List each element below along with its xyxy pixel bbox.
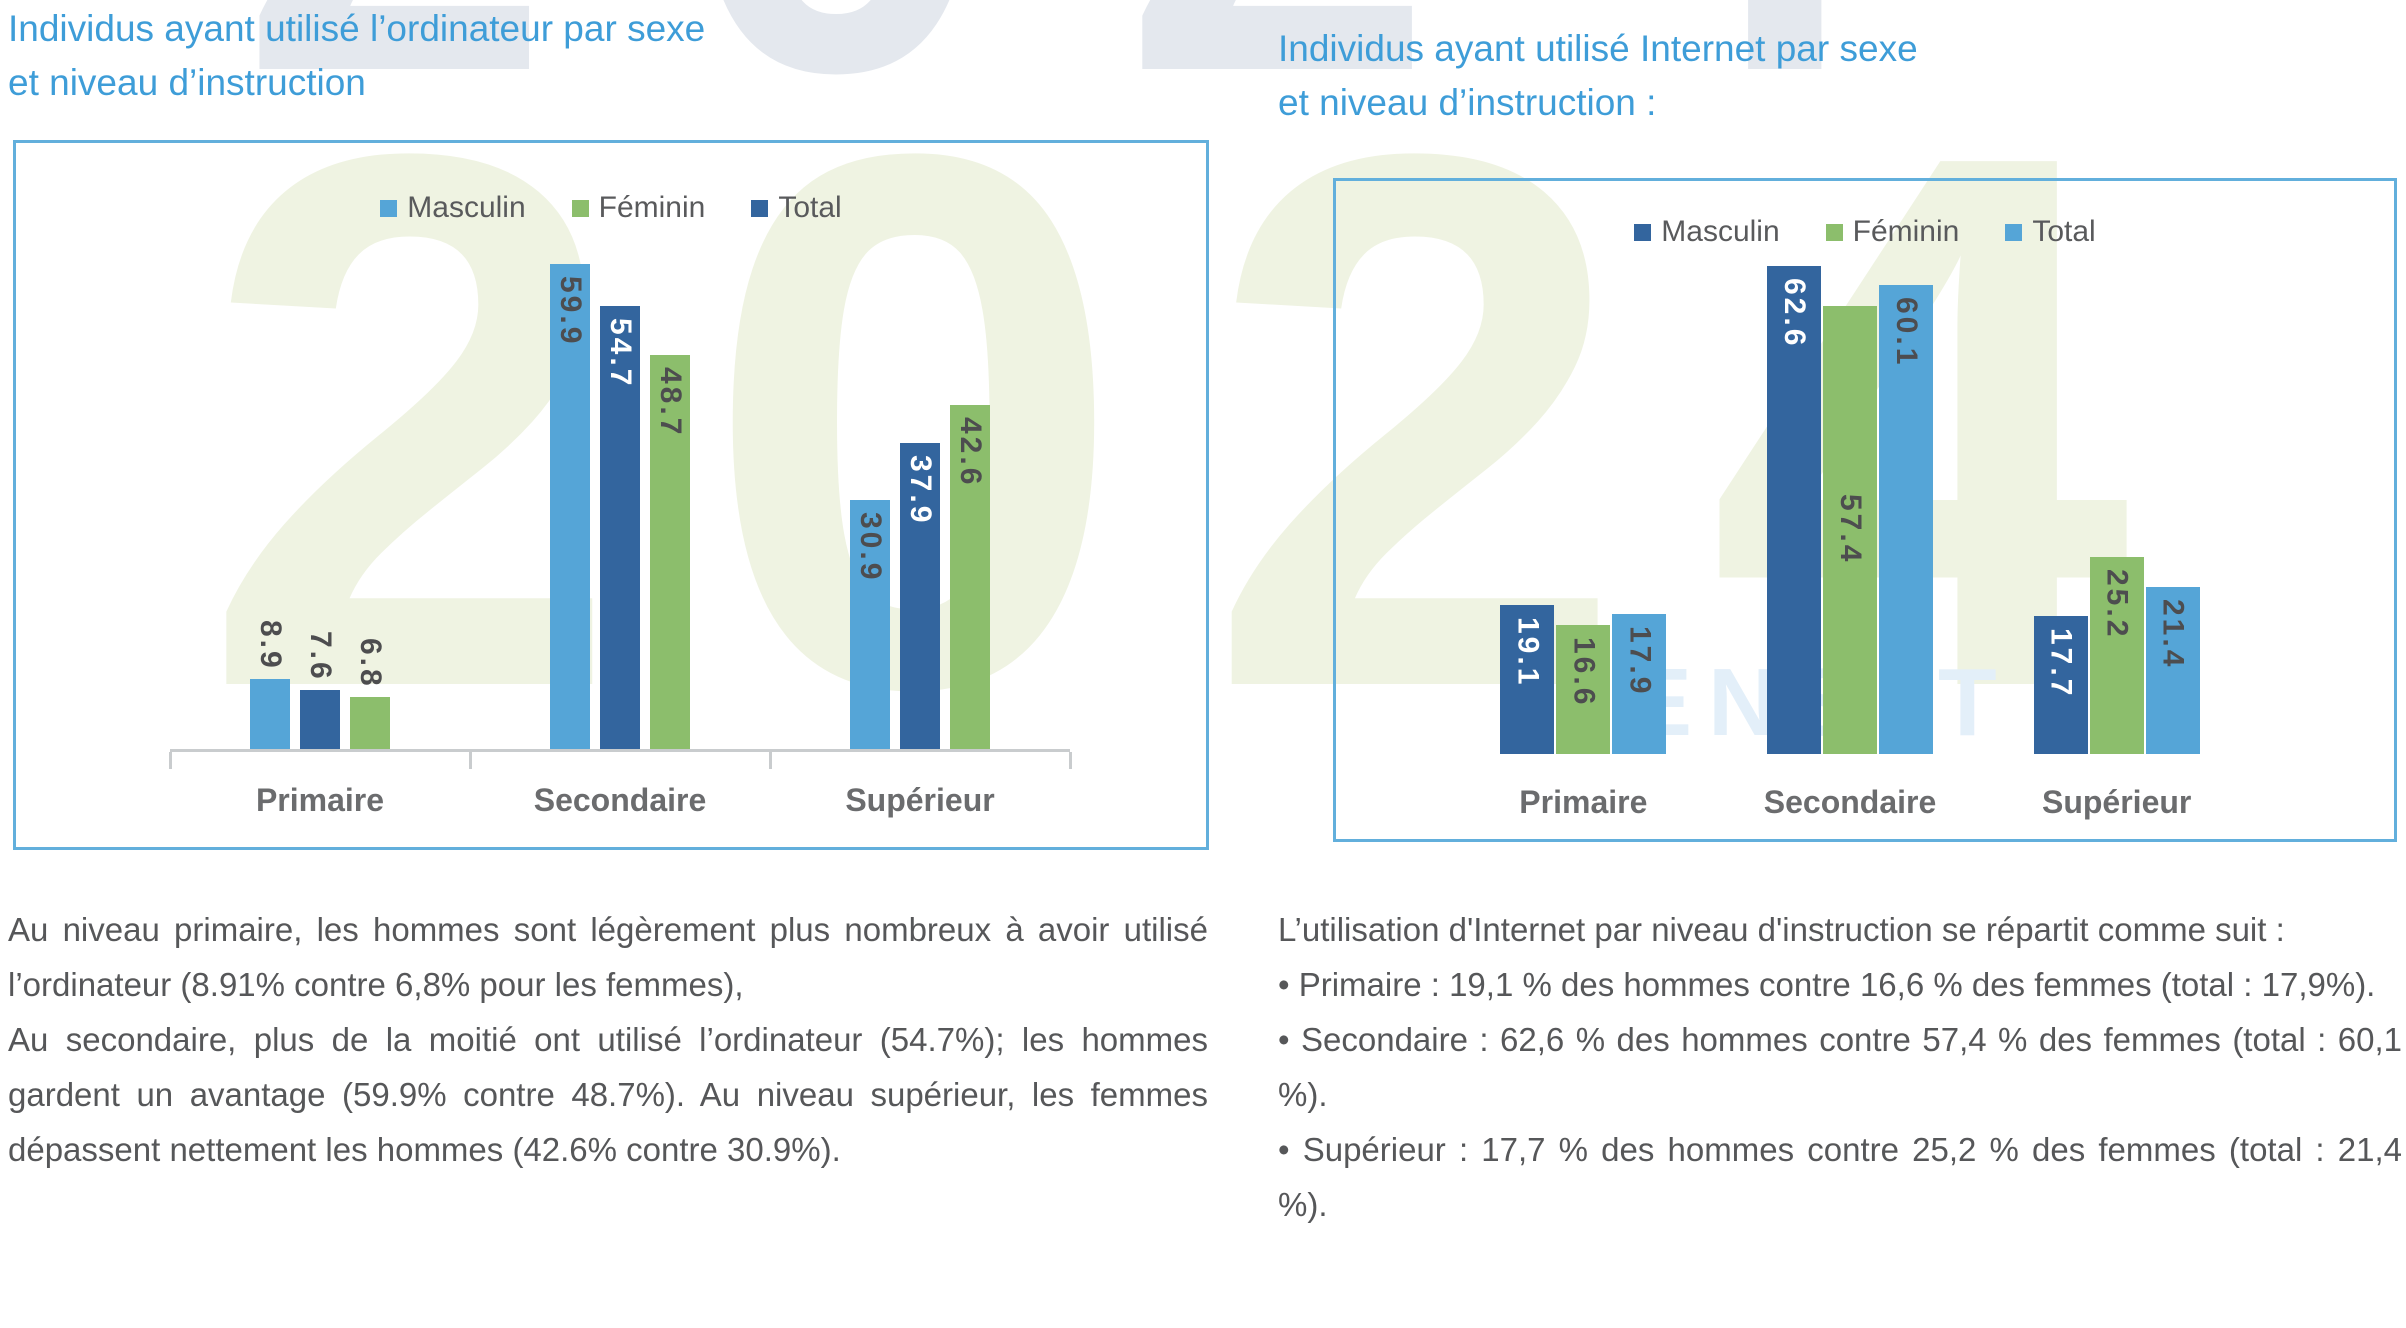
bar-value-label: 59.9 bbox=[554, 276, 587, 347]
bar-féminin-secondaire: 48.7 bbox=[650, 355, 690, 752]
legend-swatch-icon bbox=[751, 199, 769, 217]
bar-value-label: 21.4 bbox=[2156, 599, 2190, 670]
bar-value-label: 8.9 bbox=[254, 620, 287, 671]
bar-value-label: 25.2 bbox=[2100, 569, 2134, 640]
bar-féminin-supérieur: 25.2 bbox=[2089, 557, 2144, 754]
bar-value-label: 17.9 bbox=[1623, 626, 1657, 697]
bar-total-secondaire: 54.7 bbox=[600, 306, 640, 752]
legend-swatch-icon bbox=[1634, 223, 1652, 241]
bar-masculin-supérieur: 17.7 bbox=[2033, 616, 2088, 754]
legend-swatch-icon bbox=[1825, 223, 1843, 241]
plot-area: 19.1 16.6 17.9 62.6 57.4 60.1 17.7 25.2 21.4 bbox=[1450, 214, 2250, 754]
legend-swatch-icon bbox=[571, 199, 589, 217]
bar-masculin-secondaire: 59.9 bbox=[550, 264, 590, 752]
axis-tick bbox=[1069, 752, 1072, 769]
legend: Masculin Féminin Total bbox=[1336, 215, 2394, 249]
bar-value-label: 62.6 bbox=[1778, 278, 1811, 349]
paragraph: Au niveau primaire, les hommes sont légè… bbox=[8, 911, 1208, 1003]
bar-total-supérieur: 37.9 bbox=[900, 443, 940, 752]
axis-tick bbox=[169, 752, 172, 769]
chart-title-internet-line1: Individus ayant utilisé Internet par sex… bbox=[1278, 28, 1918, 69]
internet-usage-chart: Masculin Féminin Total 19.1 16.6 17.9 62.6 57.… bbox=[1333, 178, 2397, 842]
bar-value-label: 37.9 bbox=[904, 455, 937, 526]
computer-usage-commentary: Au niveau primaire, les hommes sont légè… bbox=[8, 902, 1208, 1177]
category-label-secondaire: Secondaire bbox=[1763, 784, 1937, 820]
bar-total-primaire: 17.9 bbox=[1612, 614, 1667, 754]
legend-label: Total bbox=[2032, 215, 2096, 248]
legend-label: Masculin bbox=[1661, 215, 1780, 248]
bar-féminin-supérieur: 42.6 bbox=[950, 405, 990, 752]
legend-item-masculin: Masculin bbox=[1634, 215, 1780, 249]
bar-value-label: 7.6 bbox=[304, 631, 337, 682]
legend-label: Féminin bbox=[598, 191, 706, 224]
computer-usage-chart: Masculin Féminin Total 8.9 7.6 6.8 59.9 54.7 48… bbox=[13, 140, 1209, 850]
legend-item-masculin: Masculin bbox=[380, 191, 526, 225]
category-label-supérieur: Supérieur bbox=[845, 782, 995, 818]
x-axis-bracket bbox=[169, 749, 1072, 769]
bar-group-secondaire: 59.9 54.7 48.7 bbox=[470, 212, 770, 752]
bar-masculin-primaire: 19.1 bbox=[1500, 605, 1555, 754]
bar-group-primaire: 8.9 7.6 6.8 bbox=[170, 212, 470, 752]
legend-label: Masculin bbox=[407, 191, 526, 224]
bullet-item: • Supérieur : 17,7 % des hommes contre 2… bbox=[1278, 1131, 2402, 1223]
bar-value-label: 57.4 bbox=[1834, 494, 1867, 565]
bar-value-label: 16.6 bbox=[1567, 637, 1601, 708]
chart-title-computer: Individus ayant utilisé l’ordinateur par… bbox=[8, 2, 705, 110]
chart-title-computer-line2: et niveau d’instruction bbox=[8, 62, 366, 103]
bar-group-primaire: 19.1 16.6 17.9 bbox=[1450, 214, 1717, 754]
bar-group-supérieur: 30.9 37.9 42.6 bbox=[770, 212, 1070, 752]
category-label-secondaire: Secondaire bbox=[533, 782, 707, 818]
category-labels: Primaire Secondaire Supérieur bbox=[1450, 784, 2250, 821]
chart-title-internet: Individus ayant utilisé Internet par sex… bbox=[1278, 22, 1918, 130]
bar-value-label: 30.9 bbox=[854, 512, 887, 583]
bar-value-label: 6.8 bbox=[354, 638, 387, 689]
category-label-primaire: Primaire bbox=[1519, 784, 1648, 820]
bar-masculin-secondaire: 62.6 bbox=[1767, 266, 1821, 754]
legend-label: Féminin bbox=[1852, 215, 1960, 248]
bar-total-supérieur: 21.4 bbox=[2145, 587, 2200, 754]
watermark-text-fragment: T bbox=[1938, 649, 2013, 756]
axis-tick bbox=[468, 752, 472, 769]
bar-value-label: 19.1 bbox=[1511, 617, 1545, 688]
internet-usage-commentary: L’utilisation d'Internet par niveau d'in… bbox=[1278, 902, 2402, 1232]
category-label-supérieur: Supérieur bbox=[2041, 784, 2192, 820]
bar-group-supérieur: 17.7 25.2 21.4 bbox=[1983, 214, 2250, 754]
paragraph: Au secondaire, plus de la moitié ont uti… bbox=[8, 1021, 1208, 1168]
legend: Masculin Féminin Total bbox=[16, 191, 1206, 225]
bar-masculin-primaire: 8.9 bbox=[250, 620, 290, 752]
bar-value-label: 54.7 bbox=[604, 318, 637, 389]
bar-value-label: 17.7 bbox=[2044, 628, 2078, 699]
bar-féminin-primaire: 16.6 bbox=[1556, 625, 1611, 754]
chart-title-internet-line2: et niveau d’instruction : bbox=[1278, 82, 1657, 123]
category-label-primaire: Primaire bbox=[255, 782, 385, 818]
bullet-item: • Secondaire : 62,6 % des hommes contre … bbox=[1278, 1021, 2402, 1113]
legend-item-féminin: Féminin bbox=[571, 191, 706, 225]
bar-féminin-primaire: 6.8 bbox=[350, 638, 390, 752]
legend-swatch-icon bbox=[380, 199, 398, 217]
legend-item-total: Total bbox=[2005, 215, 2096, 249]
paragraph: L’utilisation d'Internet par niveau d'in… bbox=[1278, 911, 2285, 948]
bar-total-secondaire: 60.1 bbox=[1879, 285, 1933, 754]
bar-total-primaire: 7.6 bbox=[300, 631, 340, 752]
legend-swatch-icon bbox=[2005, 223, 2023, 241]
bar-group-secondaire: 62.6 57.4 60.1 bbox=[1717, 214, 1984, 754]
bar-masculin-supérieur: 30.9 bbox=[850, 500, 890, 752]
chart-title-computer-line1: Individus ayant utilisé l’ordinateur par… bbox=[8, 8, 706, 49]
watermark-year-top: 2024 bbox=[240, 0, 2006, 155]
bar-value-label: 48.7 bbox=[654, 367, 687, 438]
legend-item-total: Total bbox=[751, 191, 842, 225]
bar-value-label: 42.6 bbox=[954, 417, 987, 488]
legend-label: Total bbox=[778, 191, 842, 224]
plot-area: 8.9 7.6 6.8 59.9 54.7 48.7 30.9 37.9 42.6 bbox=[170, 212, 1070, 752]
category-labels: Primaire Secondaire Supérieur bbox=[170, 782, 1070, 819]
bullet-item: • Primaire : 19,1 % des hommes contre 16… bbox=[1278, 966, 2376, 1003]
bar-féminin-secondaire: 57.4 bbox=[1823, 306, 1877, 754]
bar-value-label: 60.1 bbox=[1890, 297, 1923, 368]
axis-tick bbox=[769, 752, 772, 769]
legend-item-féminin: Féminin bbox=[1825, 215, 1960, 249]
